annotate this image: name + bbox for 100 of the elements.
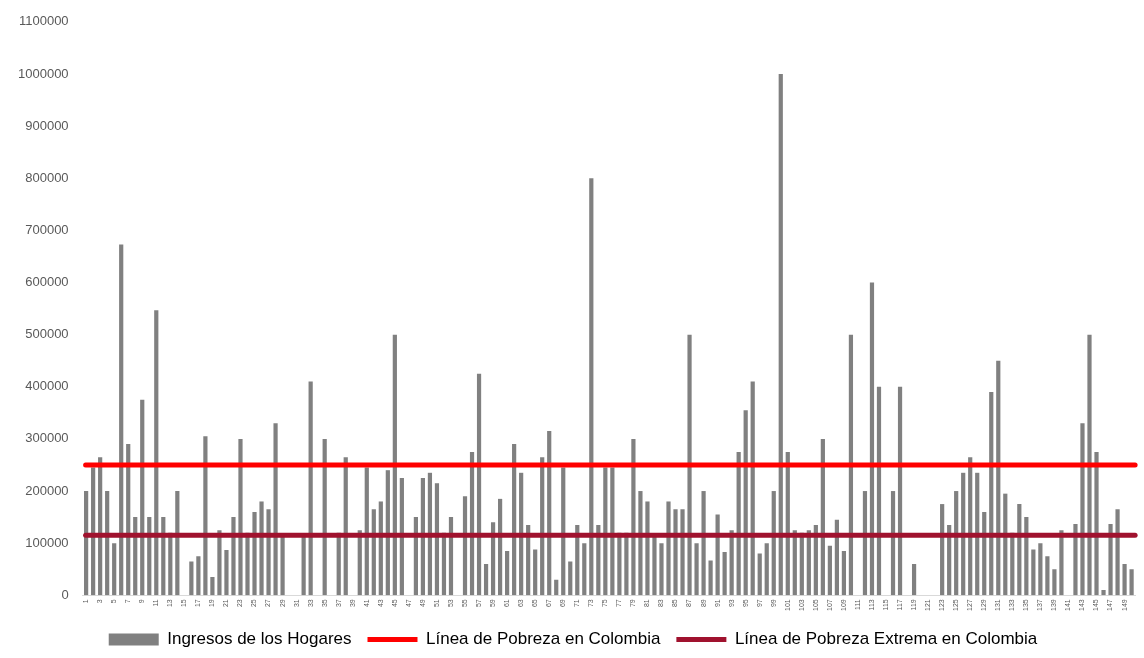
y-tick-label: 1100000	[18, 13, 69, 29]
bar	[273, 423, 278, 596]
bar	[1094, 451, 1099, 596]
bar	[1073, 523, 1078, 596]
bar	[631, 438, 636, 596]
bar	[975, 472, 980, 596]
bar	[203, 436, 208, 596]
bar	[154, 310, 159, 596]
bar	[112, 543, 117, 596]
bar	[533, 549, 538, 596]
bar	[189, 561, 194, 596]
bar	[175, 491, 180, 596]
bar	[434, 483, 440, 596]
y-tick-label: 500000	[25, 326, 69, 342]
bar	[827, 545, 832, 596]
bar	[224, 549, 229, 596]
bar	[996, 360, 1001, 596]
bar	[869, 282, 875, 596]
bar	[84, 491, 89, 596]
y-tick-label: 300000	[25, 430, 69, 446]
bar	[1003, 493, 1008, 596]
bar	[308, 381, 313, 596]
bar	[687, 334, 692, 596]
bar	[1052, 569, 1057, 596]
bar	[378, 501, 383, 596]
y-tick-label: 0	[61, 586, 69, 602]
bar	[638, 491, 643, 596]
bar	[940, 504, 945, 596]
bar	[420, 478, 426, 596]
bar	[610, 467, 615, 596]
bar	[954, 491, 959, 596]
bar	[1038, 543, 1043, 596]
y-tick-label: 100000	[25, 534, 69, 550]
bar	[364, 467, 369, 596]
y-tick-label: 200000	[25, 482, 69, 498]
bar	[1115, 509, 1120, 596]
bar	[582, 543, 587, 596]
legend-label: Línea de Pobreza Extrema en Colombia	[734, 629, 1038, 649]
bar	[778, 73, 783, 596]
bar	[841, 551, 847, 596]
bar	[890, 491, 896, 596]
bar	[680, 509, 685, 596]
bar	[666, 501, 671, 596]
bar	[210, 577, 215, 596]
y-tick-label: 600000	[25, 274, 69, 290]
bar	[252, 511, 257, 596]
y-tick-label: 800000	[25, 169, 69, 185]
bar	[568, 561, 573, 596]
bar	[231, 517, 236, 596]
bar	[497, 498, 503, 596]
bar	[476, 373, 482, 596]
bar	[427, 472, 433, 596]
bar	[91, 467, 96, 596]
bar	[280, 535, 285, 596]
y-tick-label: 900000	[25, 117, 69, 133]
bar	[483, 564, 489, 596]
bar	[1087, 334, 1092, 596]
bar	[1045, 556, 1050, 596]
bar	[603, 467, 608, 596]
bar	[757, 553, 762, 596]
bar	[897, 386, 903, 596]
bar	[961, 472, 966, 596]
bar	[743, 410, 748, 596]
bar	[301, 535, 306, 596]
bar	[1017, 504, 1022, 596]
bar	[519, 472, 524, 596]
bar	[196, 556, 201, 596]
bar	[238, 438, 243, 596]
bar	[1108, 523, 1113, 596]
bar	[140, 399, 145, 596]
bar	[1122, 564, 1127, 596]
bar	[1080, 423, 1085, 596]
bar	[371, 509, 376, 596]
bar	[462, 496, 468, 596]
bar	[771, 491, 776, 596]
bar	[989, 391, 994, 596]
bar	[659, 543, 664, 596]
bar	[119, 244, 124, 596]
legend-label: Ingresos de los Hogares	[167, 629, 352, 649]
legend-label: Línea de Pobreza en Colombia	[426, 629, 661, 649]
bar	[862, 491, 868, 596]
bar	[266, 509, 271, 596]
bar	[722, 552, 727, 596]
bar	[399, 478, 404, 596]
bar	[392, 334, 397, 596]
bar	[217, 530, 222, 596]
bar	[750, 381, 755, 596]
bar	[708, 560, 713, 596]
y-tick-label: 700000	[25, 221, 69, 237]
bar	[694, 543, 699, 596]
bar	[764, 543, 769, 596]
bar	[105, 491, 110, 596]
bar	[561, 467, 566, 596]
bar	[701, 491, 706, 596]
bar	[385, 470, 390, 596]
bar	[554, 579, 559, 596]
bar	[911, 564, 917, 596]
bar	[645, 501, 650, 596]
bar	[1031, 549, 1036, 596]
bar	[1101, 590, 1106, 596]
